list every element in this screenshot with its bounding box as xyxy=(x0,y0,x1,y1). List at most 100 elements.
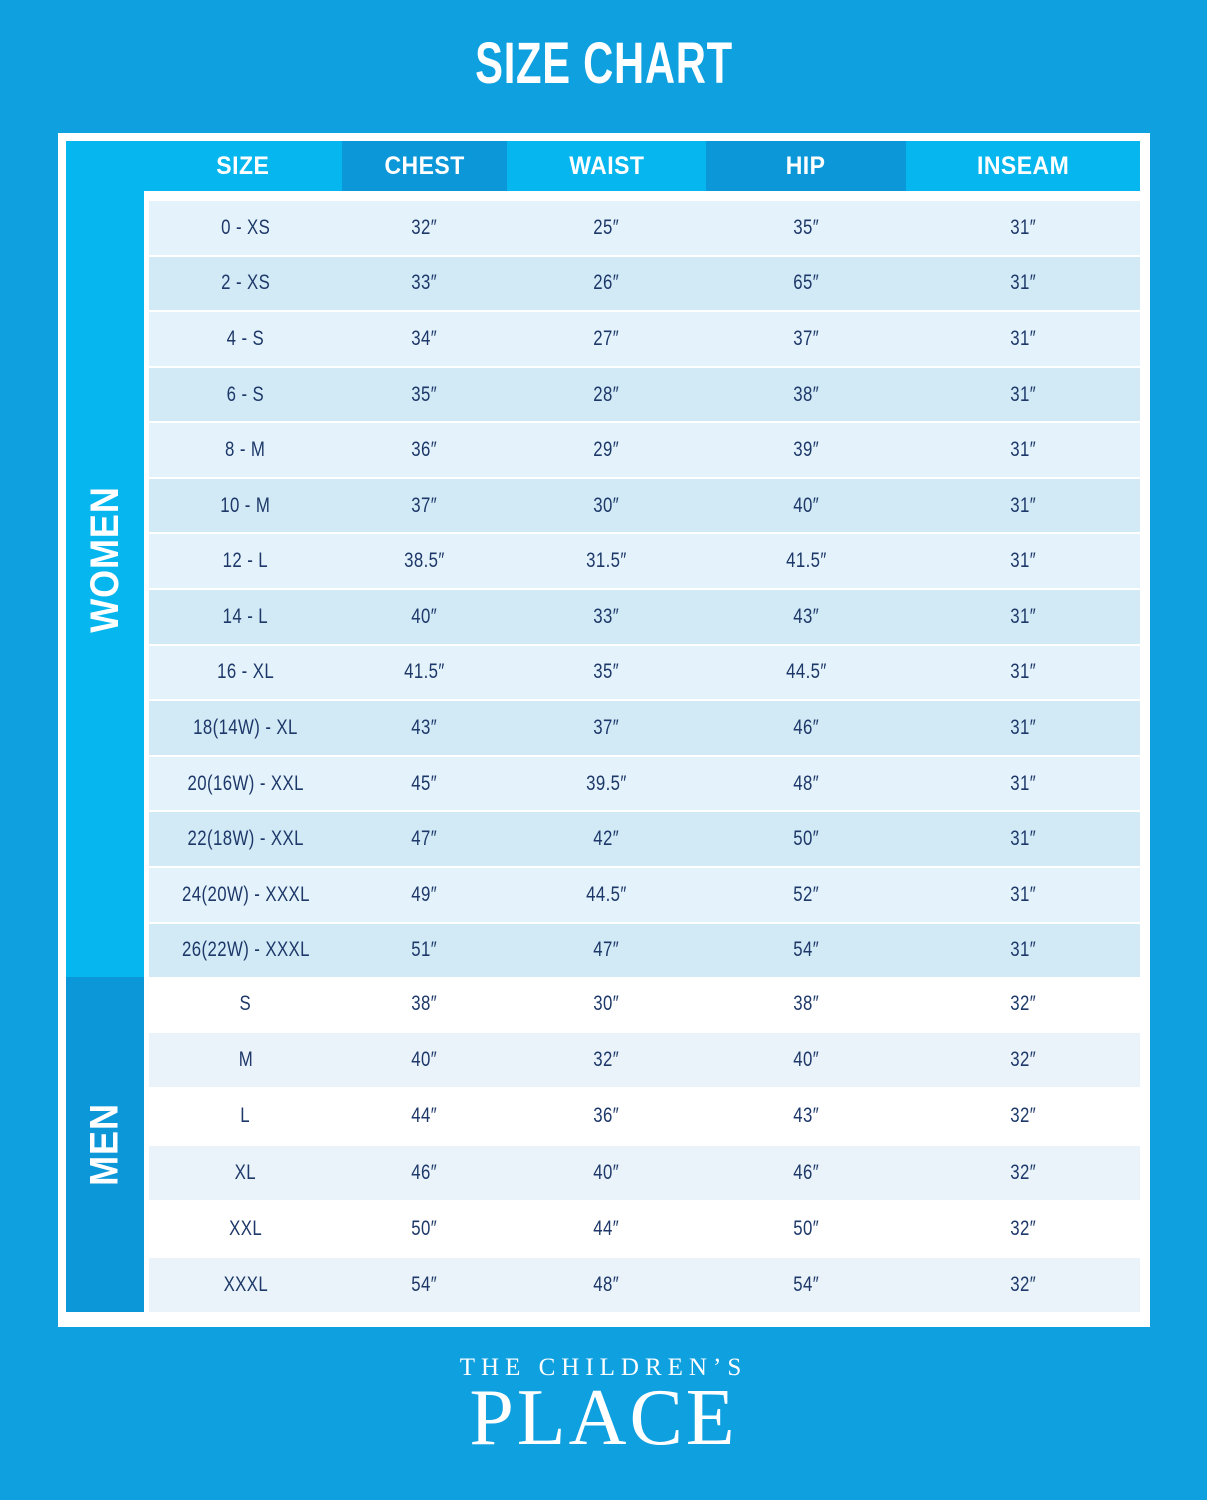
table-row: 6 - S 35″ 28″ 38″ 31″ xyxy=(149,367,1140,424)
size-cell: 14 - L xyxy=(222,604,269,628)
size-cell: XXXL xyxy=(223,1272,268,1296)
chest-cell: 50″ xyxy=(411,1216,438,1240)
table-row: 14 - L 40″ 33″ 43″ 31″ xyxy=(149,590,1140,646)
hip-cell: 39″ xyxy=(793,438,819,462)
size-cell: M xyxy=(238,1048,253,1072)
table-row: XXL 50″ 44″ 50″ 32″ xyxy=(149,1201,1140,1258)
chest-cell: 40″ xyxy=(411,604,438,628)
inseam-cell: 31″ xyxy=(1010,771,1036,795)
inseam-cell: 31″ xyxy=(1010,549,1036,573)
waist-cell: 44″ xyxy=(593,1216,620,1240)
table-row: M 40″ 32″ 40″ 32″ xyxy=(149,1033,1140,1090)
size-cell: 4 - S xyxy=(226,326,265,350)
chest-cell: 41.5″ xyxy=(404,660,445,684)
hip-cell: 46″ xyxy=(793,1160,819,1184)
chest-cell: 51″ xyxy=(411,938,438,962)
table-row: 2 - XS 33″ 26″ 65″ 31″ xyxy=(149,256,1140,313)
column-header-waist: WAIST xyxy=(507,141,706,191)
inseam-cell: 31″ xyxy=(1010,326,1036,350)
inseam-cell: 31″ xyxy=(1010,938,1036,962)
hip-cell: 44.5″ xyxy=(785,660,827,684)
waist-cell: 36″ xyxy=(593,1104,620,1128)
chest-cell: 34″ xyxy=(411,326,438,350)
chest-cell: 43″ xyxy=(411,715,438,739)
hip-cell: 50″ xyxy=(793,827,819,851)
table-row: XL 46″ 40″ 46″ 32″ xyxy=(149,1145,1140,1202)
waist-cell: 33″ xyxy=(593,604,620,628)
chest-cell: 33″ xyxy=(411,271,438,295)
hip-cell: 46″ xyxy=(793,715,819,739)
chest-cell: 44″ xyxy=(411,1104,438,1128)
table-row: 16 - XL 41.5″ 35″ 44.5″ 31″ xyxy=(149,645,1140,702)
table-row: 18(14W) - XL 43″ 37″ 46″ 31″ xyxy=(149,701,1140,757)
inseam-cell: 31″ xyxy=(1010,604,1036,628)
size-cell: S xyxy=(239,992,252,1016)
brand-logo-line2: PLACE xyxy=(469,1374,738,1462)
inseam-cell: 31″ xyxy=(1010,215,1036,239)
inseam-cell: 32″ xyxy=(1010,1216,1036,1240)
inseam-cell: 31″ xyxy=(1010,827,1036,851)
chest-cell: 38.5″ xyxy=(404,549,445,573)
hip-cell: 43″ xyxy=(793,604,819,628)
waist-cell: 32″ xyxy=(593,1048,620,1072)
waist-cell: 30″ xyxy=(593,493,620,517)
chest-cell: 35″ xyxy=(411,382,438,406)
column-header-hip: HIP xyxy=(706,141,906,191)
hip-cell: 48″ xyxy=(793,771,819,795)
hip-cell: 38″ xyxy=(793,382,819,406)
size-cell: L xyxy=(240,1104,251,1128)
chest-cell: 47″ xyxy=(411,827,438,851)
table-row: 0 - XS 32″ 25″ 35″ 31″ xyxy=(149,201,1140,257)
size-cell: 2 - XS xyxy=(220,271,271,295)
hip-cell: 54″ xyxy=(793,1272,819,1296)
women-rows: 0 - XS 32″ 25″ 35″ 31″ 2 - XS 33″ 26″ 65… xyxy=(149,201,1140,978)
waist-cell: 26″ xyxy=(593,271,620,295)
size-cell: 12 - L xyxy=(222,549,269,573)
inseam-cell: 31″ xyxy=(1010,882,1036,906)
chest-cell: 45″ xyxy=(411,771,438,795)
size-cell: 0 - XS xyxy=(220,215,271,239)
table-row: L 44″ 36″ 43″ 32″ xyxy=(149,1089,1140,1146)
waist-cell: 28″ xyxy=(593,382,620,406)
size-cell: 26(22W) - XXXL xyxy=(181,938,310,962)
hip-cell: 35″ xyxy=(793,215,819,239)
chest-cell: 54″ xyxy=(411,1272,438,1296)
section-sidebar: WOMEN MEN xyxy=(66,141,144,1312)
brand-logo-line1: THE CHILDREN’S xyxy=(459,1354,748,1381)
waist-cell: 35″ xyxy=(593,660,620,684)
size-cell: 22(18W) - XXL xyxy=(187,827,304,851)
size-cell: 18(14W) - XL xyxy=(193,715,298,739)
hip-cell: 65″ xyxy=(793,271,819,295)
inseam-cell: 31″ xyxy=(1010,493,1036,517)
hip-cell: 37″ xyxy=(793,326,819,350)
inseam-cell: 32″ xyxy=(1010,992,1036,1016)
inseam-cell: 31″ xyxy=(1010,271,1036,295)
women-section-label: WOMEN xyxy=(66,141,144,977)
hip-cell: 43″ xyxy=(793,1104,819,1128)
waist-cell: 30″ xyxy=(593,992,620,1016)
waist-cell: 47″ xyxy=(593,938,620,962)
waist-cell: 42″ xyxy=(593,827,620,851)
hip-cell: 40″ xyxy=(793,1048,819,1072)
table-row: 10 - M 37″ 30″ 40″ 31″ xyxy=(149,478,1140,535)
hip-cell: 38″ xyxy=(793,992,819,1016)
size-table: WOMEN MEN SIZE CHEST WAIST HIP INSEAM 0 … xyxy=(58,133,1150,1327)
column-header-inseam: INSEAM xyxy=(906,141,1140,191)
waist-cell: 44.5″ xyxy=(586,882,627,906)
chest-cell: 36″ xyxy=(411,438,438,462)
size-cell: XXL xyxy=(229,1216,262,1240)
waist-cell: 37″ xyxy=(593,715,620,739)
chest-cell: 38″ xyxy=(411,992,438,1016)
hip-cell: 52″ xyxy=(793,882,819,906)
waist-cell: 27″ xyxy=(593,326,620,350)
column-header-size: SIZE xyxy=(144,141,342,191)
size-cell: XL xyxy=(234,1160,257,1184)
waist-cell: 31.5″ xyxy=(586,549,627,573)
inseam-cell: 31″ xyxy=(1010,660,1036,684)
size-table-inner: WOMEN MEN SIZE CHEST WAIST HIP INSEAM 0 … xyxy=(66,141,1140,1313)
hip-cell: 54″ xyxy=(793,938,819,962)
hip-cell: 40″ xyxy=(793,493,819,517)
inseam-cell: 31″ xyxy=(1010,438,1036,462)
table-row: 8 - M 36″ 29″ 39″ 31″ xyxy=(149,423,1140,479)
